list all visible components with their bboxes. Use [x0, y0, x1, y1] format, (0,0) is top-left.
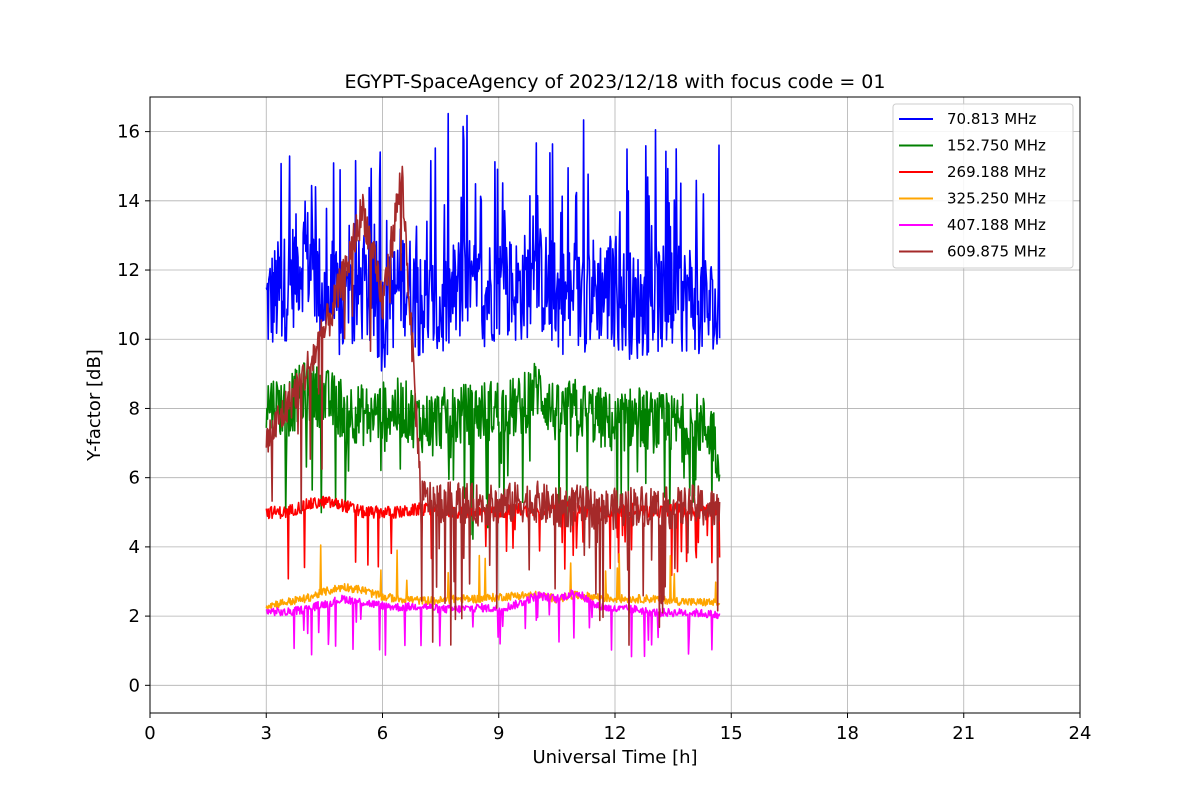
- y-tick-label: 10: [117, 329, 140, 350]
- series-line-5: [265, 165, 721, 646]
- x-tick-label: 0: [144, 723, 155, 744]
- series-layer: [265, 112, 721, 658]
- x-tick-label: 9: [493, 723, 504, 744]
- series-line-3: [265, 544, 721, 610]
- y-tick-label: 4: [129, 537, 140, 558]
- y-axis-label: Y-factor [dB]: [84, 349, 105, 462]
- y-tick-label: 8: [129, 398, 140, 419]
- legend-label: 609.875 MHz: [947, 243, 1046, 261]
- y-tick-label: 0: [129, 675, 140, 696]
- x-tick-label: 21: [952, 723, 975, 744]
- legend-label: 325.250 MHz: [947, 190, 1046, 208]
- x-axis-label: Universal Time [h]: [532, 747, 697, 768]
- x-tick-label: 15: [720, 723, 743, 744]
- legend-box: [892, 103, 1074, 269]
- series-line-0: [265, 112, 721, 372]
- x-tick-label: 24: [1069, 723, 1092, 744]
- y-tick-label: 16: [117, 122, 140, 143]
- legend-label: 407.188 MHz: [947, 216, 1046, 234]
- legend-label: 70.813 MHz: [947, 110, 1036, 128]
- x-tick-label: 18: [836, 723, 859, 744]
- series-line-1: [265, 362, 721, 540]
- y-tick-label: 2: [129, 606, 140, 627]
- x-tick-label: 6: [377, 723, 388, 744]
- plot-area: [265, 112, 721, 658]
- y-tick-label: 14: [117, 191, 140, 212]
- x-tick-label: 12: [604, 723, 627, 744]
- legend-label: 152.750 MHz: [947, 137, 1046, 155]
- legend-label: 269.188 MHz: [947, 163, 1046, 181]
- y-tick-label: 6: [129, 468, 140, 489]
- series-line-4: [265, 589, 721, 658]
- legend: 70.813 MHz 152.750 MHz 269.188 MHz 325.250 …: [892, 103, 1074, 269]
- x-tick-label: 3: [261, 723, 272, 744]
- chart-title: EGYPT-SpaceAgency of 2023/12/18 with foc…: [345, 71, 886, 93]
- y-tick-label: 12: [117, 260, 140, 281]
